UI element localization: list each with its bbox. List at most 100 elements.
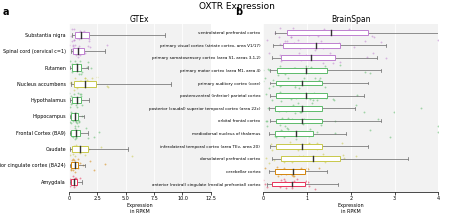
- Bar: [73, 48, 83, 54]
- Point: [290, 66, 298, 70]
- Point: [291, 69, 298, 72]
- Point: [73, 164, 81, 168]
- Point: [319, 70, 326, 73]
- Point: [417, 106, 425, 109]
- Point: [336, 64, 343, 67]
- Point: [73, 121, 81, 124]
- Point: [90, 136, 98, 139]
- Point: [273, 136, 280, 139]
- Bar: [71, 179, 77, 185]
- Point: [289, 181, 297, 185]
- Point: [82, 32, 89, 35]
- Point: [81, 77, 89, 80]
- Point: [306, 97, 314, 101]
- Point: [303, 71, 310, 74]
- Point: [70, 144, 78, 147]
- Point: [331, 120, 339, 123]
- Point: [72, 136, 80, 139]
- Point: [309, 99, 317, 102]
- Point: [69, 159, 76, 162]
- Point: [65, 92, 73, 95]
- Point: [307, 65, 315, 69]
- Point: [273, 131, 281, 135]
- Point: [292, 67, 299, 70]
- Point: [263, 119, 271, 122]
- Point: [69, 168, 77, 171]
- Point: [314, 34, 322, 38]
- Point: [435, 124, 442, 128]
- Point: [76, 176, 84, 179]
- Point: [293, 120, 301, 124]
- Point: [284, 156, 292, 160]
- Point: [288, 160, 296, 164]
- Point: [67, 81, 75, 84]
- Point: [70, 117, 77, 120]
- Point: [77, 94, 85, 98]
- Point: [314, 130, 321, 133]
- Point: [288, 146, 296, 150]
- Point: [297, 166, 304, 169]
- Point: [303, 108, 311, 112]
- Point: [276, 42, 283, 46]
- Point: [71, 154, 79, 158]
- Point: [72, 119, 79, 123]
- Point: [295, 108, 302, 112]
- Point: [260, 68, 267, 72]
- Point: [277, 99, 285, 102]
- Point: [80, 35, 88, 38]
- Point: [272, 134, 279, 138]
- Point: [259, 79, 267, 83]
- Point: [84, 136, 92, 139]
- Point: [86, 159, 94, 163]
- Point: [277, 108, 285, 112]
- Point: [72, 103, 80, 107]
- Point: [265, 51, 273, 54]
- Point: [305, 134, 313, 137]
- Point: [72, 53, 79, 56]
- Point: [297, 110, 305, 114]
- Point: [82, 127, 90, 130]
- Point: [84, 60, 92, 63]
- Point: [312, 48, 319, 51]
- Point: [71, 67, 79, 71]
- X-axis label: Expression
in RPKM: Expression in RPKM: [127, 203, 153, 214]
- Point: [369, 34, 376, 38]
- Point: [304, 155, 312, 159]
- Point: [329, 98, 337, 101]
- Point: [383, 56, 390, 60]
- Point: [302, 65, 310, 68]
- Bar: [282, 55, 336, 60]
- Bar: [74, 81, 96, 87]
- Point: [283, 39, 291, 42]
- Point: [317, 158, 324, 162]
- Point: [71, 137, 79, 140]
- Point: [386, 135, 394, 139]
- Point: [79, 47, 87, 51]
- Point: [74, 118, 82, 121]
- Point: [71, 47, 78, 50]
- Point: [305, 143, 313, 146]
- Point: [74, 92, 82, 95]
- Point: [82, 51, 89, 55]
- Bar: [72, 97, 81, 103]
- Point: [262, 156, 270, 160]
- Point: [71, 92, 78, 95]
- Point: [73, 176, 80, 180]
- Point: [85, 148, 93, 151]
- Point: [70, 27, 78, 30]
- Point: [277, 128, 285, 131]
- Point: [68, 27, 75, 30]
- Point: [73, 68, 81, 71]
- Point: [281, 40, 289, 43]
- Point: [77, 34, 84, 37]
- Point: [308, 109, 316, 112]
- Point: [310, 91, 318, 95]
- Point: [329, 61, 337, 65]
- Point: [268, 148, 276, 151]
- Point: [69, 119, 77, 123]
- Point: [316, 166, 323, 170]
- Point: [320, 27, 328, 31]
- Point: [321, 160, 329, 164]
- Point: [287, 140, 294, 144]
- Point: [362, 70, 369, 74]
